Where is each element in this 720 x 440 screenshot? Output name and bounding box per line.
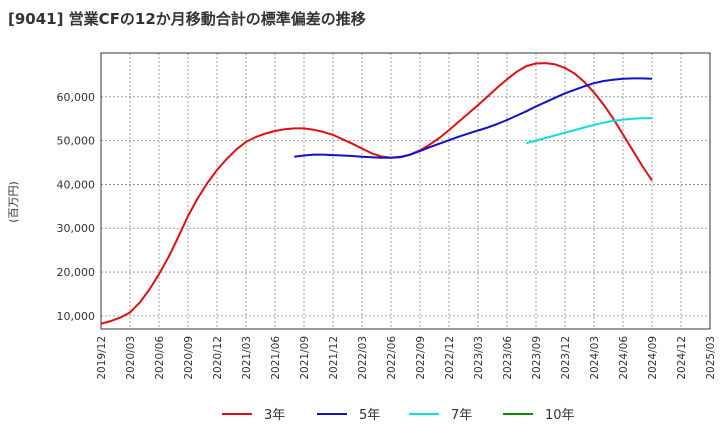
y-tick-label: 40,000 xyxy=(57,178,96,191)
y-tick-label: 10,000 xyxy=(57,310,96,323)
plot-border xyxy=(100,52,711,330)
series-line-2 xyxy=(526,117,652,145)
x-tick-label: 2022/06 xyxy=(386,336,398,380)
axes: 2019/12 2020/03 2020/06 2020/09 2020/12 2021/… xyxy=(57,52,717,380)
legend-label-3: 10年 xyxy=(545,408,575,423)
x-tick-label: 2024/12 xyxy=(676,336,688,380)
x-tick-label: 2021/12 xyxy=(328,336,340,380)
x-tick-label: 2022/09 xyxy=(415,336,427,380)
legend: 3年 5年 7年 10年 xyxy=(222,408,575,423)
x-tick-label: 2024/03 xyxy=(589,336,601,380)
x-tick-label: 2020/09 xyxy=(183,336,195,380)
y-axis-label: (百万円) xyxy=(7,181,20,223)
legend-label-0: 3年 xyxy=(264,408,285,423)
x-tick-label: 2020/03 xyxy=(125,336,137,380)
y-tick-label: 20,000 xyxy=(57,266,96,279)
x-tick-label: 2021/09 xyxy=(299,336,311,380)
series-line-0 xyxy=(100,62,653,325)
x-tick-label: 2023/12 xyxy=(560,336,572,380)
y-tick-label: 50,000 xyxy=(57,135,96,148)
x-tick-label: 2023/03 xyxy=(473,336,485,380)
x-tick-label: 2025/03 xyxy=(705,336,717,380)
x-tick-label: 2024/09 xyxy=(647,336,659,380)
plot-background xyxy=(101,53,710,329)
x-tick-label: 2022/03 xyxy=(357,336,369,380)
x-tick-label: 2023/06 xyxy=(502,336,514,380)
x-tick-label: 2020/06 xyxy=(154,336,166,380)
y-tick-label: 30,000 xyxy=(57,222,96,235)
legend-label-1: 5年 xyxy=(359,408,380,423)
x-tick-label: 2021/06 xyxy=(270,336,282,380)
series-lines xyxy=(100,62,653,325)
x-tick-label: 2022/12 xyxy=(444,336,456,380)
x-tick-label: 2024/06 xyxy=(618,336,630,380)
x-tick-label: 2019/12 xyxy=(96,336,108,380)
legend-label-2: 7年 xyxy=(451,408,472,423)
x-tick-label: 2023/09 xyxy=(531,336,543,380)
y-tick-label: 60,000 xyxy=(57,91,96,104)
x-tick-label: 2020/12 xyxy=(212,336,224,380)
series-line-1 xyxy=(294,77,653,159)
chart-title: [9041] 営業CFの12か月移動合計の標準偏差の推移 xyxy=(8,10,366,28)
grid xyxy=(100,53,711,329)
x-tick-label: 2021/03 xyxy=(241,336,253,380)
